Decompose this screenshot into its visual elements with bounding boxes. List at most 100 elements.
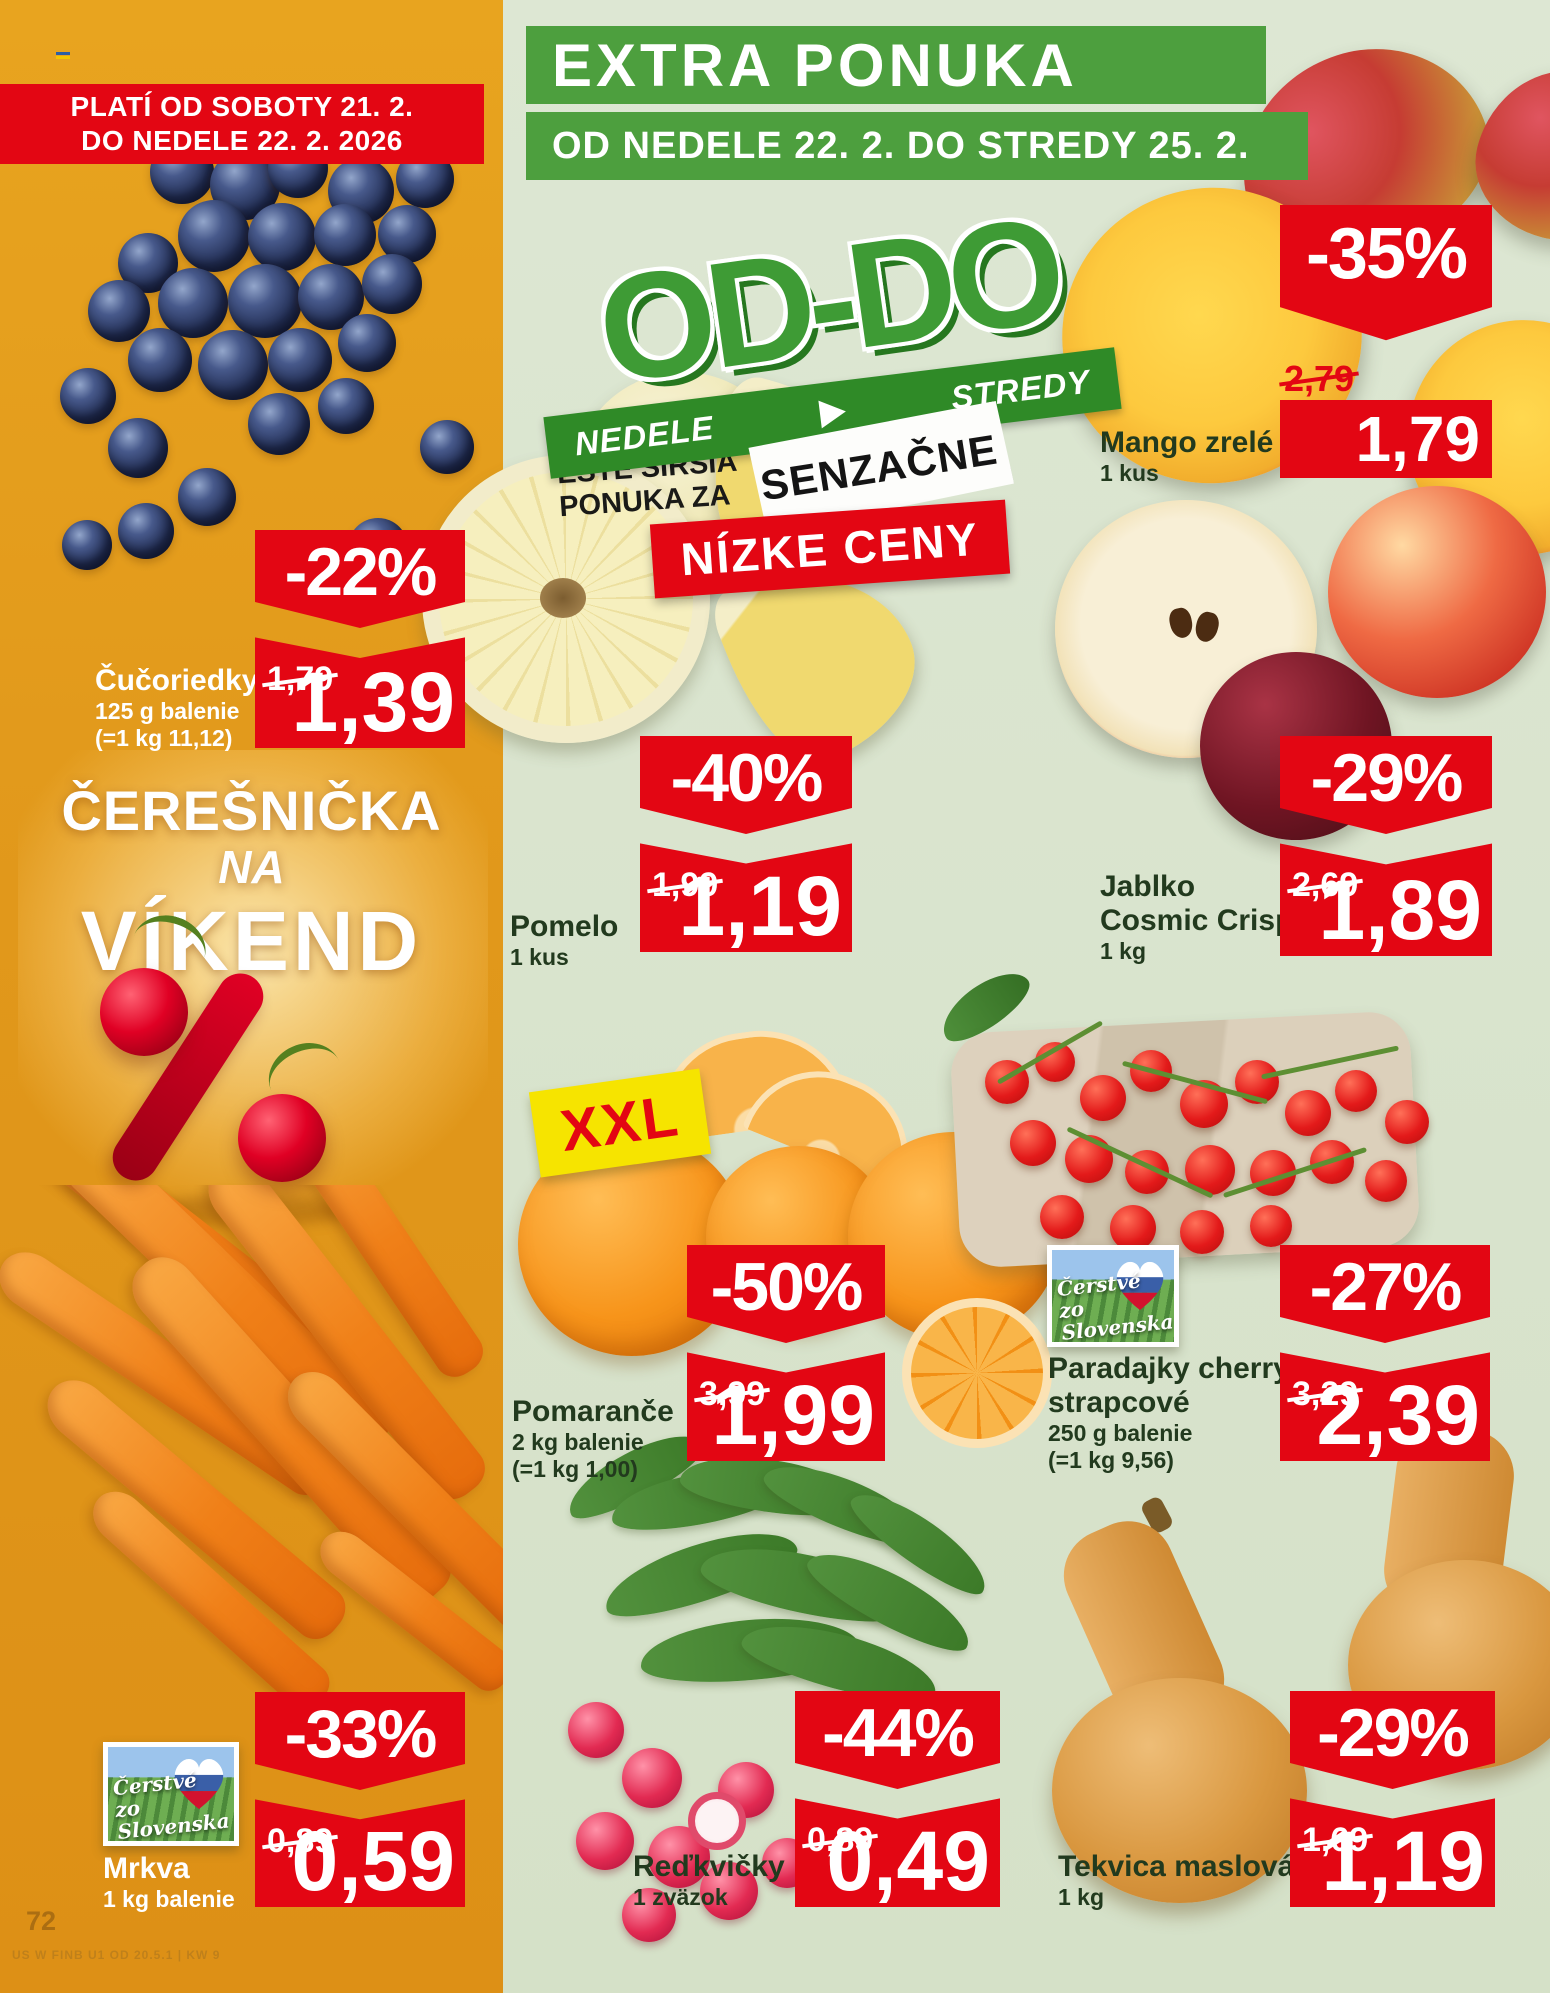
print-code: US W FINB U1 OD 20.5.1 | KW 9 [12,1948,221,1962]
product-label-paradajky: Paradajky cherry strapcové 250 g balenie… [1048,1352,1290,1474]
pomelo-core [540,578,586,618]
blueberry [228,264,302,338]
product-unit-price: (=1 kg 1,00) [512,1456,638,1482]
discount-badge: -29% [1280,736,1492,834]
product-unit: 1 zväzok [633,1884,728,1910]
radish [700,1862,758,1920]
cherry-tomato [1110,1205,1156,1251]
fresh-badge-text: Čerstvé zo Slovenska [112,1765,234,1841]
fresh-slovakia-badge: Čerstvé zo Slovenska [1047,1245,1179,1347]
discount-badge: -22% [255,530,465,628]
product-unit: 1 kus [1100,460,1159,486]
blueberry [338,314,396,372]
price-badge-mrkva: -33% 0,89 0,59 [255,1692,465,1907]
cherry-tomato [1040,1195,1084,1239]
price-badge-jablko: -29% 2,69 1,89 [1280,736,1492,956]
weekend-line2: NA [218,841,285,893]
product-name2: strapcové [1048,1386,1190,1419]
blueberry [248,393,310,455]
validity-line2: DO NEDELE 22. 2. 2026 [81,125,403,156]
new-price: 1,99 [711,1368,876,1462]
cherry-tomato [1080,1075,1126,1121]
price-box: 1,79 1,39 [255,637,465,748]
old-price: 1,99 [652,866,718,905]
extra-offer-title-text: EXTRA PONUKA [552,31,1078,99]
new-price-value: 1,79 [1355,403,1480,475]
product-label-mrkva: Mrkva 1 kg balenie [103,1852,235,1913]
fresh-badge-text: Čerstvé zo Slovenska [1056,1266,1174,1342]
product-label-jablko: Jablko Cosmic Crisp 1 kg [1100,870,1293,965]
blueberry [378,205,436,263]
page-number: 72 [26,1906,57,1936]
price-badge-redkvicky: -44% 0,89 0,49 [795,1691,1000,1907]
radish [568,1702,624,1758]
extra-offer-subtitle: OD NEDELE 22. 2. DO STREDY 25. 2. [526,112,1308,180]
orange-cut-photo [902,1298,1052,1448]
blueberry [178,468,236,526]
extra-offer-title: EXTRA PONUKA [526,26,1266,104]
old-price-value: 0,89 [267,1822,334,1860]
old-price-value: 3,99 [699,1375,766,1413]
discount-badge: -50% [687,1245,885,1343]
discount-value: -29% [1317,1695,1470,1771]
product-unit: 1 kus [510,944,569,970]
blueberry [60,368,116,424]
cherry-tomato [1180,1210,1224,1254]
discount-value: -35% [1305,214,1468,294]
blueberry [248,203,316,271]
old-price-value: 1,99 [652,866,719,904]
product-unit: 2 kg balenie [512,1429,644,1455]
discount-value: -27% [1309,1249,1463,1325]
product-label-pomarance: Pomaranče 2 kg balenie (=1 kg 1,00) [512,1395,674,1483]
product-unit-price: (=1 kg 11,12) [95,725,233,751]
product-name: Mango zrelé [1100,426,1274,459]
old-price-value: 1,79 [267,660,334,698]
blueberry [420,420,474,474]
product-label-mango: Mango zrelé 1 kus [1100,426,1273,487]
old-price: 0,89 [267,1822,333,1861]
slovak-flag-heart-icon [1116,1261,1164,1310]
old-price: 1,79 [267,660,333,699]
squash-photo [1052,1678,1307,1903]
new-price: 1,89 [1318,863,1483,957]
old-price: 3,29 [1292,1375,1358,1414]
product-unit-price: (=1 kg 9,56) [1048,1447,1174,1473]
validity-line1: PLATÍ OD SOBOTY 21. 2. [70,91,414,122]
blueberry [314,204,376,266]
cherry-tomato [1065,1135,1113,1183]
product-name: Jablko [1100,870,1196,903]
corner-mark-icon [56,52,70,61]
product-name: Pomaranče [512,1395,674,1428]
price-badge-paradajky: -27% 3,29 2,39 [1280,1245,1490,1461]
blueberry [198,330,268,400]
radish [576,1812,634,1870]
new-price-mango: 1,79 [1280,400,1492,478]
blueberry [362,254,422,314]
blueberry [268,328,332,392]
price-box: 1,99 1,19 [640,843,852,953]
arrow-right-icon [817,397,848,429]
product-name: Reďkvičky [633,1850,785,1883]
price-box: 1,69 1,19 [1290,1798,1495,1907]
cherry-tomato [1285,1090,1331,1136]
price-box: 3,99 1,99 [687,1352,885,1462]
product-unit: 1 kg [1100,938,1147,964]
price-badge-tekvica: -29% 1,69 1,19 [1290,1691,1495,1907]
product-name: Tekvica maslová [1058,1850,1295,1883]
discount-badge: -33% [255,1692,465,1790]
blueberry [318,378,374,434]
discount-value: -22% [284,534,438,610]
new-price: 1,19 [678,859,843,953]
apple-photo [1328,486,1546,698]
product-name2: Cosmic Crisp [1100,904,1294,937]
discount-badge-mango: -35% [1280,205,1492,341]
cherry-top [100,968,188,1056]
weekend-line1: ČEREŠNIČKA [61,779,442,842]
discount-badge: -29% [1290,1691,1495,1789]
product-unit: 1 kg balenie [103,1886,235,1912]
radish-cut-photo [688,1792,746,1850]
product-unit: 250 g balenie [1048,1420,1193,1446]
discount-value: -29% [1310,740,1464,816]
price-box: 2,69 1,89 [1280,843,1492,957]
product-label-cucoriedky: Čučoriedky 125 g balenie (=1 kg 11,12) [95,664,258,752]
